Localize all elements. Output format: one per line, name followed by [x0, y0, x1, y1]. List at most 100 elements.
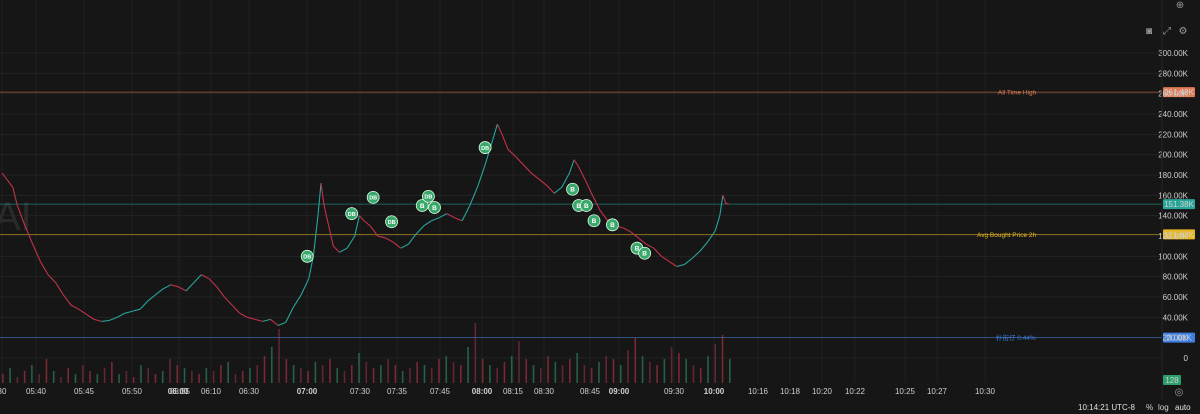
price-segment: [530, 172, 540, 180]
volume-bar: [445, 356, 448, 383]
volume-bar: [678, 353, 680, 383]
volume-bar: [176, 365, 179, 383]
price-segment: [377, 235, 386, 239]
price-segment: [507, 149, 517, 158]
volume-bar: [474, 323, 477, 383]
volume-bar: [394, 365, 397, 383]
clock-settings-icon[interactable]: ◎: [1174, 387, 1184, 398]
price-segment: [332, 245, 340, 253]
volume-bar: [161, 371, 164, 383]
level-badge-text: 20.01K: [1166, 334, 1192, 343]
price-segment: [262, 318, 271, 322]
expand-icon[interactable]: ⤢: [1163, 26, 1171, 37]
volume-bar: [212, 371, 215, 383]
trade-marker: [579, 199, 593, 212]
volume-bar: [467, 347, 469, 383]
volume-bar: [227, 362, 229, 383]
price-segment: [254, 318, 263, 322]
price-segment: [369, 225, 379, 237]
price-segment: [668, 260, 678, 267]
price-segment: [622, 227, 632, 233]
price-segment: [317, 183, 322, 216]
price-segment: [568, 159, 575, 174]
volume-bar: [496, 368, 498, 383]
y-tick-label: 280.00K: [1158, 69, 1188, 78]
price-segment: [699, 241, 708, 252]
volume-bar: [481, 359, 484, 383]
volume-bar: [183, 368, 186, 383]
y-tick-label: 100.00K: [1158, 252, 1188, 261]
auto-toggle[interactable]: auto: [1175, 403, 1191, 412]
price-segment: [584, 178, 593, 196]
price-segment: [354, 215, 360, 237]
price-segment: [101, 319, 110, 322]
volume-bar: [23, 371, 26, 383]
price-segment: [553, 186, 563, 194]
price-segment: [155, 288, 164, 296]
volume-bar: [52, 371, 55, 383]
camera-icon[interactable]: ◙: [1145, 26, 1153, 37]
volume-bar: [583, 365, 586, 383]
volume-bar: [111, 362, 113, 383]
volume-bar: [358, 353, 360, 383]
gear-icon[interactable]: ⚙: [1178, 26, 1188, 37]
volume-bar: [350, 365, 353, 383]
trade-marker: [428, 201, 441, 214]
price-segment: [285, 306, 294, 323]
price-segment: [684, 257, 693, 265]
volume-bar: [191, 371, 193, 383]
price-segment: [501, 134, 509, 150]
x-tick-label: 08:00: [472, 387, 493, 396]
price-segment: [476, 164, 486, 188]
trade-marker-label: B: [570, 187, 575, 194]
clock-readout: 10:14:21 UTC-8: [1078, 403, 1135, 412]
price-segment: [93, 318, 102, 322]
volume-bar: [220, 365, 222, 383]
x-tick-label: 10:30: [975, 387, 996, 396]
plus-circle-icon[interactable]: ⊕: [1175, 0, 1185, 11]
percent-toggle[interactable]: %: [1146, 403, 1154, 412]
level-label: Avg Bought Price 2h: [977, 232, 1037, 239]
volume-bar: [31, 365, 33, 383]
price-segment: [630, 231, 639, 239]
volume-bar: [634, 338, 637, 383]
volume-bar: [452, 362, 455, 383]
price-segment: [55, 282, 64, 296]
volume-bar: [278, 329, 280, 383]
log-toggle[interactable]: log: [1158, 403, 1169, 412]
y-tick-label: 200.00K: [1158, 151, 1188, 160]
level-label: 扑街仔 0.44%: [996, 333, 1036, 342]
trade-marker: [421, 189, 435, 203]
x-tick-label: 08:45: [580, 387, 601, 396]
volume-bar: [561, 365, 564, 383]
volume-bar: [510, 356, 513, 383]
volume-bar: [365, 362, 368, 383]
price-segment: [523, 164, 532, 174]
volume-bar: [307, 371, 309, 383]
x-tick-label: 08:30: [534, 387, 555, 396]
price-segment: [39, 261, 49, 275]
trade-marker-label: B: [635, 246, 640, 253]
price-segment: [461, 205, 471, 221]
price-segment: [201, 274, 210, 280]
x-tick-label: 10:18: [780, 387, 801, 396]
volume-bar: [74, 374, 77, 383]
price-segment: [339, 247, 348, 253]
trade-marker-label: DB: [303, 255, 311, 261]
volume-bar: [430, 368, 433, 383]
y-tick-label: 120.00K: [1158, 232, 1188, 241]
trade-marker: [587, 214, 601, 228]
volume-bar: [612, 359, 615, 383]
y-tick-label: 60.00K: [1163, 293, 1189, 302]
price-segment: [32, 243, 41, 262]
volume-bar: [132, 377, 135, 383]
price-segment: [12, 187, 18, 206]
volume-bar: [125, 371, 128, 383]
price-segment: [454, 217, 463, 222]
price-segment: [385, 237, 394, 243]
price-segment: [469, 186, 478, 206]
price-segment: [645, 243, 655, 249]
price-segment: [363, 220, 371, 227]
price-segment: [70, 304, 79, 310]
